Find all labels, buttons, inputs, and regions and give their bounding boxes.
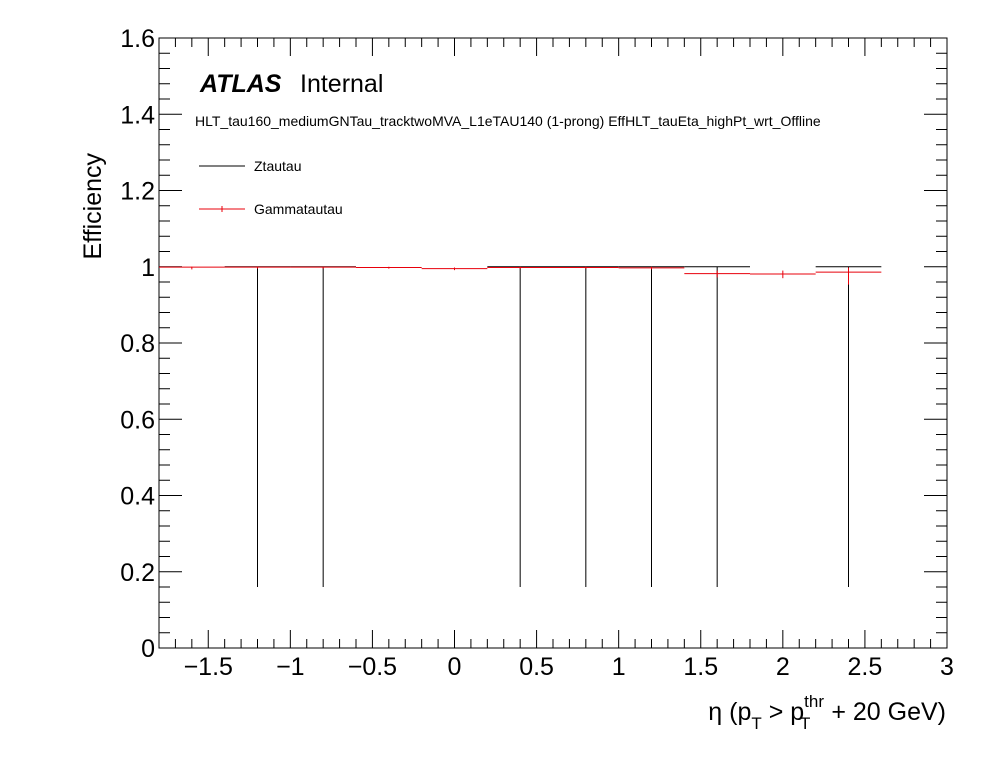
y-tick-label: 0.6 [120, 406, 155, 434]
x-axis-title-sup: thr [804, 692, 824, 711]
y-tick-label: 0.8 [120, 330, 155, 358]
legend: Ztautau Gammatautau [199, 158, 343, 217]
axis-ticks [158, 37, 948, 649]
x-tick-labels: −1.5 −1 −0.5 0 0.5 1 1.5 2 2.5 3 [184, 653, 954, 681]
y-axis-title: Efficiency [79, 153, 107, 260]
series-layer [159, 266, 882, 587]
x-tick-label: −1.5 [184, 653, 233, 681]
y-tick-label: 1.2 [120, 178, 155, 206]
x-tick-label: 1.5 [683, 653, 718, 681]
y-tick-labels: 0 0.2 0.4 0.6 0.8 1 1.2 1.4 1.6 [120, 25, 155, 663]
x-tick-label: 2 [776, 653, 790, 681]
y-tick-label: 1.4 [120, 101, 155, 129]
x-axis-title-gt: > p [762, 698, 804, 726]
x-tick-label: 0.5 [519, 653, 554, 681]
y-tick-label: 0.4 [120, 483, 155, 511]
x-axis-title-sub2: T [800, 714, 810, 733]
plot-subtitle: HLT_tau160_mediumGNTau_tracktwoMVA_L1eTA… [195, 113, 821, 129]
x-axis-title-sub1: T [751, 714, 761, 733]
legend-label-ztautau: Ztautau [254, 158, 301, 174]
legend-label-gammatautau: Gammatautau [254, 201, 343, 217]
x-tick-label: −1 [276, 653, 305, 681]
y-tick-label: 0 [141, 635, 155, 663]
y-tick-label: 1.6 [120, 25, 155, 53]
x-axis-title-rest: + 20 GeV) [824, 698, 946, 726]
x-tick-label: −0.5 [348, 653, 397, 681]
internal-label: Internal [300, 70, 383, 98]
y-tick-label: 0.2 [120, 559, 155, 587]
x-tick-label: 3 [940, 653, 954, 681]
x-tick-label: 2.5 [848, 653, 883, 681]
x-axis-title-eta: η [708, 698, 722, 726]
y-tick-label: 1 [141, 254, 155, 282]
series-gammatautau [159, 266, 882, 285]
atlas-label: ATLAS [199, 70, 282, 98]
x-tick-label: 1 [612, 653, 626, 681]
x-tick-label: 0 [448, 653, 462, 681]
x-axis-title-open: (p [722, 698, 751, 726]
series-ztautau [224, 266, 882, 587]
plot-frame [158, 37, 948, 649]
x-axis-title: η (pT > pthr T + 20 GeV) [708, 692, 946, 733]
